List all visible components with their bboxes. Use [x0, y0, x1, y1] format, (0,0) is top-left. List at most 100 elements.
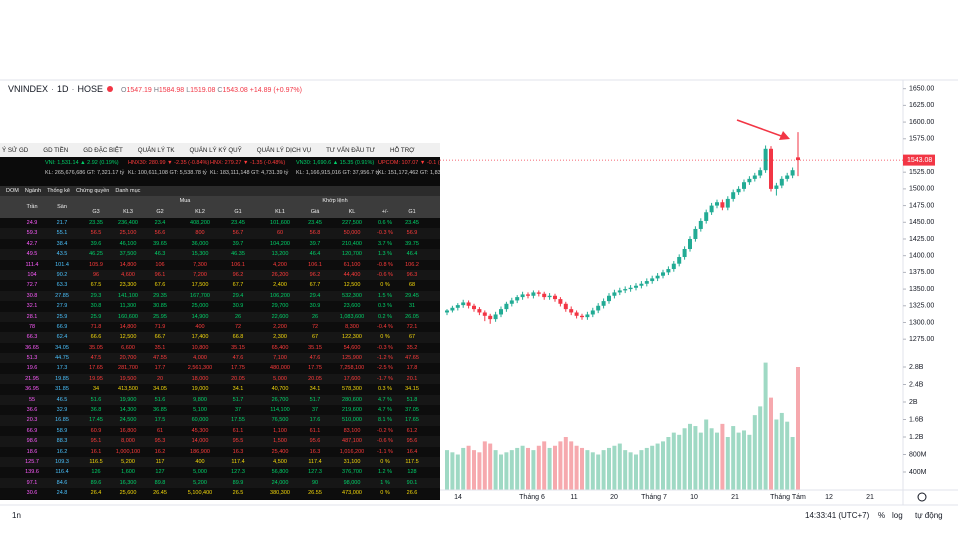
table-cell: 34.05 — [55, 344, 69, 351]
table-row[interactable]: 125.7 109.3 116.5 5,200 117 400 117.4 4,500 117.… — [0, 456, 440, 468]
volume-bar — [769, 397, 773, 490]
table-row[interactable]: 30.6 24.8 26.4 25,600 26.45 5,100,400 26.5 380,… — [0, 488, 440, 499]
table-row[interactable]: 20.3 16.85 17.45 24,500 17.5 60,000 17.55 76,50… — [0, 415, 440, 426]
table-cell: 111.4 — [25, 261, 39, 268]
table-row[interactable]: 66.3 62.4 66.6 12,500 66.7 17,400 66.8 2,300 67 1… — [0, 332, 440, 343]
menu-item[interactable]: QUẢN LÝ TK — [137, 146, 175, 154]
tab[interactable]: DOM — [6, 188, 19, 194]
volume-bar — [553, 445, 557, 490]
table-cell: 21.7 — [56, 220, 68, 226]
table-row[interactable]: 78 66.9 71.8 14,800 71.9 400 72 2,200 72 8,300 -0.… — [0, 321, 440, 333]
settings-icon[interactable] — [917, 492, 927, 502]
table-row[interactable]: 97.1 84.6 89.6 16,300 89.8 5,200 89.9 24,000 90 9… — [0, 477, 440, 489]
table-row[interactable]: 36.65 34.05 35.05 6,600 35.1 10,800 35.15 65,40… — [0, 342, 440, 354]
table-cell: 19.85 — [55, 375, 69, 382]
volume-tick-label: 2.8B — [909, 364, 924, 371]
table-row[interactable]: 36.95 31.85 34 413,500 34.05 19,000 34.1 40,700… — [0, 384, 440, 395]
table-cell: 114,100 — [270, 407, 290, 414]
table-row[interactable]: 72.7 63.3 67.5 23,300 67.6 17,500 67.7 2,400 67.… — [0, 280, 440, 291]
table-cell: 34.05 — [153, 386, 167, 393]
volume-bar — [499, 454, 503, 490]
volume-bar — [531, 450, 536, 490]
table-cell: 20.3 — [26, 417, 38, 424]
volume-bar — [779, 412, 784, 490]
table-row[interactable]: 36.6 32.9 36.8 14,300 36.85 5,100 37 114,100 37 2… — [0, 405, 440, 416]
menu-item[interactable]: QUẢN LÝ KÝ QUỸ — [189, 146, 242, 154]
column-header: Sàn — [57, 204, 67, 210]
volume-bar — [752, 415, 757, 490]
symbol[interactable]: VNINDEX — [8, 84, 49, 94]
tab[interactable]: Ngành — [24, 188, 42, 194]
table-row[interactable]: 51.3 44.75 47.5 20,700 47.55 4,000 47.6 7,100 47… — [0, 353, 440, 364]
table-row[interactable]: 111.4 101.4 105.9 14,800 106 7,300 106.1 4,200 1… — [0, 259, 440, 270]
table-cell: 35.2 — [406, 344, 418, 351]
table-row[interactable]: 55 46.5 51.6 19,900 51.6 9,800 51.7 26,700 51.7 2… — [0, 394, 440, 406]
candle-body — [542, 293, 547, 298]
table-cell: 2,561,300 — [187, 365, 213, 372]
auto-toggle[interactable]: tự động — [915, 511, 943, 520]
menu-item[interactable]: TƯ VẤN ĐẦU TƯ — [326, 146, 376, 154]
volume-bar — [736, 432, 741, 490]
table-cell: 186,900 — [190, 448, 210, 455]
table-cell: 44.75 — [55, 355, 69, 362]
tab[interactable]: Chứng quyền — [76, 188, 110, 194]
table-cell: 2,300 — [273, 334, 287, 341]
table-cell: 95.3 — [154, 438, 166, 445]
menu-item[interactable]: HỖ TRỢ — [390, 146, 415, 154]
table-cell: 109.3 — [55, 458, 69, 465]
table-row[interactable]: 42.7 38.4 39.6 46,100 39.65 36,000 39.7 104,200… — [0, 238, 440, 250]
table-cell: 46.5 — [56, 396, 68, 403]
table-row[interactable]: 24.9 21.7 23.35 236,400 23.4 408,200 23.45 101,… — [0, 218, 440, 229]
table-cell: 2,400 — [273, 282, 287, 289]
table-row[interactable]: 139.6 116.4 126 1,600 127 5,000 127.3 56,800 127… — [0, 467, 440, 478]
volume-bar — [758, 406, 763, 490]
candle-body — [769, 148, 773, 189]
table-cell: 35.15 — [231, 344, 245, 351]
table-row[interactable]: 59.3 55.1 56.5 25,100 56.6 800 56.7 60 56.8 50,00… — [0, 228, 440, 239]
table-row[interactable]: 30.8 27.85 29.3 141,100 29.35 167,700 29.4 106,… — [0, 290, 440, 302]
table-row[interactable]: 66.9 58.9 60.9 16,800 61 45,300 61.1 1,100 61.1 8… — [0, 425, 440, 437]
table-cell: 1.5 % — [377, 292, 393, 299]
interval[interactable]: 1D — [57, 84, 69, 94]
table-cell: 16.4 — [406, 448, 418, 455]
table-row[interactable]: 32.1 27.9 30.8 11,300 30.85 25,000 30.9 29,700 3… — [0, 301, 440, 312]
table-cell: 78 — [28, 323, 36, 330]
table-cell: 1.3 % — [377, 251, 393, 258]
menu-item[interactable]: Ý SỬ GD — [2, 146, 29, 154]
table-row[interactable]: 18.6 16.2 16.1 1,000,100 16.2 186,900 16.3 25,4… — [0, 446, 440, 457]
ohlc-value: 1547.19 — [126, 87, 152, 94]
tab[interactable]: Danh mục — [115, 188, 141, 194]
log-toggle[interactable]: log — [892, 511, 903, 520]
range-button[interactable]: 1n — [12, 511, 21, 520]
table-cell: 72 — [234, 323, 242, 330]
table-row[interactable]: 19.6 17.3 17.65 281,700 17.7 2,561,300 17.75 48… — [0, 363, 440, 374]
candle-body — [531, 292, 536, 296]
volume-tick-label: 400M — [909, 469, 927, 476]
table-row[interactable]: 21.95 19.85 19.95 19,500 20 18,000 20.05 5,000 2… — [0, 373, 440, 385]
table-cell: 127.3 — [231, 469, 245, 476]
table-cell: 25.9 — [56, 313, 68, 320]
table-row[interactable]: 104 90.2 96 4,600 96.1 7,200 96.2 26,200 96.2 44,… — [0, 269, 440, 281]
percent-toggle[interactable]: % — [878, 511, 886, 520]
menu-item[interactable]: GD TIỀN — [43, 146, 69, 154]
volume-bar — [763, 362, 768, 490]
menu-item[interactable]: GD ĐẶC BIỆT — [83, 146, 123, 154]
table-cell: 26.4 — [90, 490, 102, 497]
volume-bar — [634, 454, 638, 490]
candle-body — [477, 309, 482, 313]
candle-body — [590, 310, 595, 315]
table-cell: 66.3 — [26, 334, 38, 341]
y-tick-label: 1450.00 — [909, 219, 934, 226]
table-row[interactable]: 49.5 43.5 46.25 37,500 46.3 15,300 46.35 13,200… — [0, 249, 440, 260]
volume-bar — [569, 441, 574, 490]
candle-body — [563, 303, 568, 310]
table-cell: 4,000 — [193, 355, 207, 362]
table-cell: 17.65 — [405, 417, 419, 424]
table-row[interactable]: 28.1 25.9 25.9 160,600 25.95 14,900 26 22,600 26… — [0, 311, 440, 322]
menu-item[interactable]: QUẢN LÝ DỊCH VỤ — [256, 146, 312, 154]
tabs: DOM Ngành Thống kê Chứng quyền Danh mục — [0, 186, 440, 196]
tab[interactable]: Thống kê — [47, 188, 70, 194]
volume-bar — [482, 441, 487, 490]
table-row[interactable]: 98.6 88.3 95.1 8,000 95.3 14,000 95.5 1,500 95.6… — [0, 436, 440, 447]
table-cell: 17.8 — [406, 365, 418, 372]
